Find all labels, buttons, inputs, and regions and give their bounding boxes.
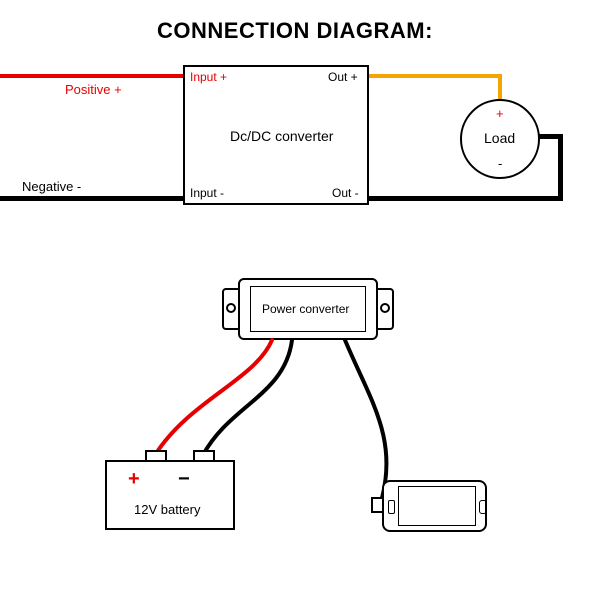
battery-plus: + <box>128 468 140 491</box>
negative-input-wire <box>0 196 183 201</box>
converter-tab-hole-left <box>226 303 236 313</box>
battery-label: 12V battery <box>134 502 201 517</box>
diagram-title: CONNECTION DIAGRAM: <box>0 18 590 44</box>
converter-tab-hole-right <box>380 303 390 313</box>
battery-body <box>105 460 235 530</box>
out-minus-wire-h <box>369 196 563 201</box>
power-converter-label: Power converter <box>262 302 349 316</box>
battery-minus: − <box>178 468 190 491</box>
out-minus-wire-h2 <box>538 134 562 139</box>
converter-label: Dc/DC converter <box>230 128 333 144</box>
input-minus-label: Input - <box>190 186 224 200</box>
out-plus-wire-v <box>498 74 502 101</box>
phone-screen <box>398 486 476 526</box>
load-minus: - <box>498 156 502 171</box>
out-minus-wire-v <box>558 134 563 201</box>
negative-label: Negative - <box>22 179 81 194</box>
out-plus-wire-h <box>369 74 500 78</box>
phone-home-button <box>479 500 487 514</box>
load-plus: + <box>496 106 504 121</box>
out-minus-label: Out - <box>332 186 359 200</box>
load-label: Load <box>484 130 515 146</box>
input-plus-label: Input + <box>190 70 227 84</box>
positive-label: Positive + <box>65 82 122 97</box>
positive-input-wire <box>0 74 183 78</box>
diagram-canvas: CONNECTION DIAGRAM: Dc/DC converter Inpu… <box>0 0 590 590</box>
out-plus-label: Out + <box>328 70 358 84</box>
phone-speaker <box>388 500 395 514</box>
